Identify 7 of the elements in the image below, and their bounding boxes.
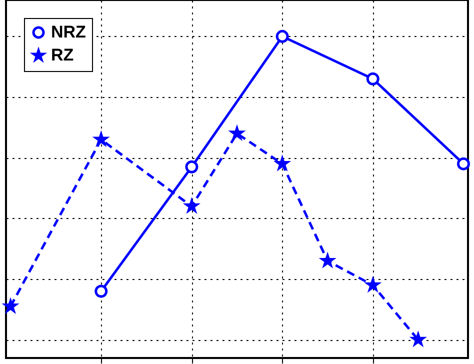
- point: [276, 30, 289, 43]
- legend-label: RZ: [51, 46, 74, 64]
- point: [456, 157, 470, 170]
- legend-label: NRZ: [51, 22, 86, 42]
- point: [185, 160, 198, 174]
- point: [94, 284, 108, 298]
- point: [366, 72, 380, 86]
